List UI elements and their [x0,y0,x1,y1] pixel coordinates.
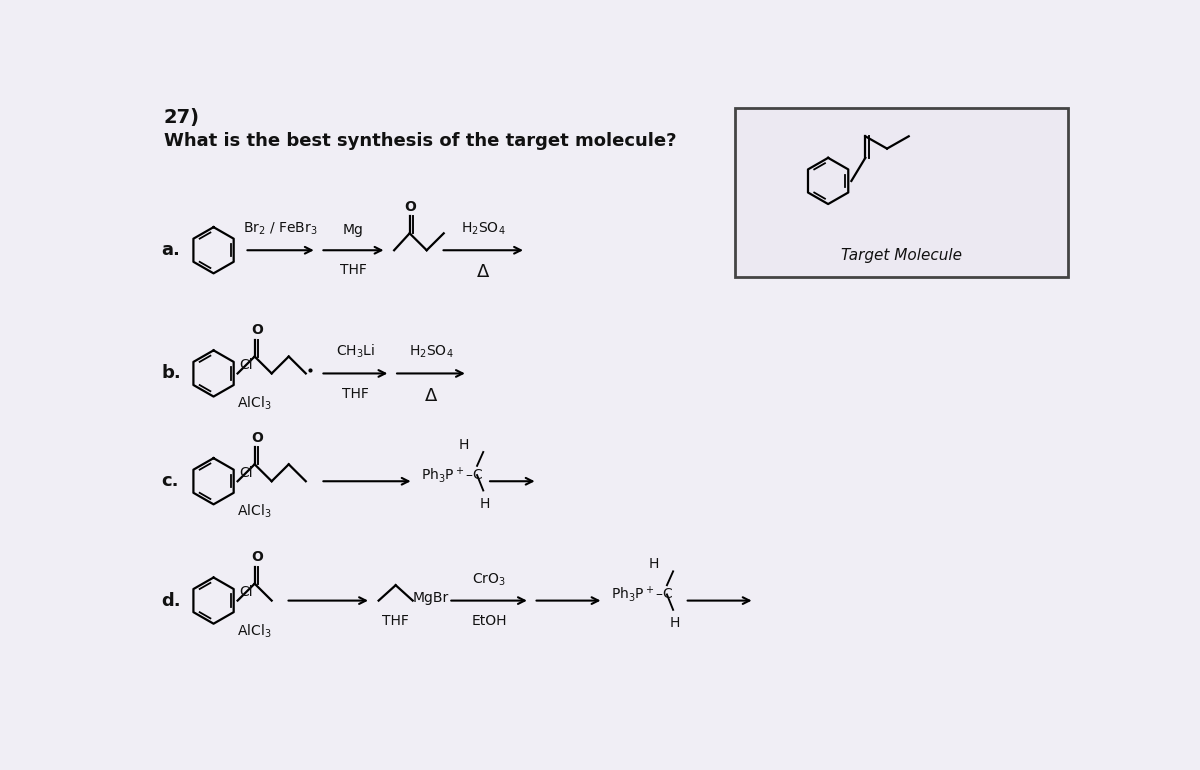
Text: AlCl$_3$: AlCl$_3$ [238,622,272,640]
Text: H$_2$SO$_4$: H$_2$SO$_4$ [409,344,454,360]
Text: b.: b. [162,364,181,383]
Text: a.: a. [162,241,180,259]
Text: THF: THF [383,614,409,628]
Text: What is the best synthesis of the target molecule?: What is the best synthesis of the target… [164,132,677,150]
Text: H$_2$SO$_4$: H$_2$SO$_4$ [461,221,505,237]
Text: Ph$_3$P$^+$–C: Ph$_3$P$^+$–C [611,584,673,604]
Text: CrO$_3$: CrO$_3$ [472,571,506,588]
Text: O: O [404,200,416,214]
Text: Ph$_3$P$^+$–C: Ph$_3$P$^+$–C [421,465,484,485]
Text: CH$_3$Li: CH$_3$Li [336,343,374,360]
Text: Cl: Cl [239,358,253,372]
Text: Br$_2$ / FeBr$_3$: Br$_2$ / FeBr$_3$ [244,221,318,237]
Text: Cl: Cl [239,466,253,480]
Text: Δ: Δ [425,387,437,404]
Text: d.: d. [162,591,181,610]
Text: H: H [458,438,469,452]
Text: 27): 27) [164,108,200,127]
Text: O: O [251,323,263,337]
Text: H: H [670,616,680,630]
Text: H: H [480,497,490,511]
Text: Mg: Mg [343,223,364,237]
Bar [736,108,1068,277]
Text: O: O [251,551,263,564]
Text: Target Molecule: Target Molecule [841,249,962,263]
Text: c.: c. [162,472,179,490]
Text: EtOH: EtOH [472,614,506,628]
Text: Δ: Δ [478,263,490,281]
Text: MgBr: MgBr [413,591,449,605]
Text: Cl: Cl [239,585,253,599]
Text: O: O [251,431,263,445]
Text: AlCl$_3$: AlCl$_3$ [238,395,272,413]
Text: AlCl$_3$: AlCl$_3$ [238,503,272,521]
Text: THF: THF [340,263,367,277]
Text: THF: THF [342,387,368,400]
Text: H: H [648,557,659,571]
